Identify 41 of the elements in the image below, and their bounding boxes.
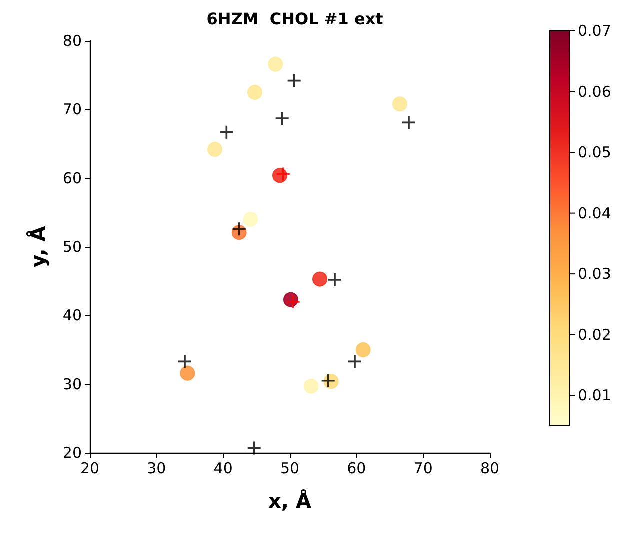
- color-bar-label: 0.07: [578, 22, 612, 40]
- point: [356, 342, 371, 358]
- point: [328, 273, 342, 286]
- point: [322, 374, 335, 388]
- x-tick-label: 40: [214, 460, 233, 478]
- x-tick-label: 20: [80, 460, 100, 478]
- chart-title: 6HZM CHOL #1 ext: [206, 10, 384, 28]
- point: [178, 355, 192, 368]
- point: [208, 142, 222, 157]
- point: [232, 222, 246, 236]
- y-tick-label: 60: [62, 169, 82, 188]
- point: [180, 366, 196, 381]
- color-bar-label: 0.05: [578, 144, 612, 162]
- x-axis-title: x, Å: [268, 489, 312, 513]
- color-bar-label: 0.04: [578, 204, 612, 222]
- color-bar-label: 0.01: [578, 386, 612, 405]
- y-tick-label: 70: [62, 100, 82, 119]
- y-axis-title: y, Å: [26, 226, 50, 268]
- point: [286, 295, 300, 308]
- x-tick-label: 70: [414, 460, 433, 478]
- x-tick-label: 50: [280, 460, 300, 478]
- y-tick-label: 50: [62, 238, 82, 256]
- color-bar-label: 0.02: [578, 326, 612, 344]
- point: [348, 355, 362, 368]
- point: [402, 116, 416, 130]
- x-tick-label: 60: [347, 460, 366, 478]
- point: [392, 96, 408, 112]
- point: [243, 212, 258, 228]
- point: [268, 56, 284, 72]
- point: [276, 112, 289, 126]
- x-tick-label: 80: [480, 460, 500, 478]
- y-tick-label: 20: [62, 444, 82, 462]
- color-bar-label: 0.03: [578, 265, 612, 284]
- point: [312, 272, 328, 287]
- point: [248, 85, 262, 100]
- point: [304, 378, 319, 394]
- color-bar-label: 0.06: [578, 82, 612, 101]
- y-tick-label: 80: [62, 32, 82, 50]
- y-tick-label: 40: [62, 306, 82, 325]
- x-tick-label: 30: [147, 460, 166, 478]
- y-tick-label: 30: [62, 375, 82, 394]
